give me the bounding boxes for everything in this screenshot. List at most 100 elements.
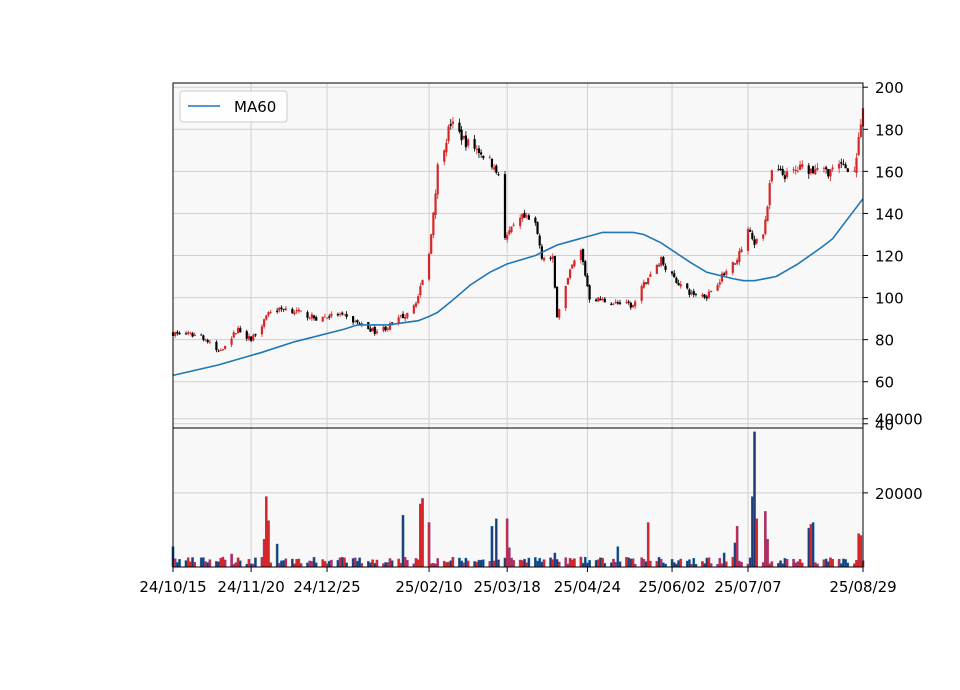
volume-bar (238, 560, 242, 568)
volume-bar (627, 557, 630, 568)
candle-body (397, 317, 400, 324)
volume-bar (282, 560, 285, 568)
volume-bar (234, 562, 238, 568)
candle-body (677, 282, 680, 286)
candle-body (184, 333, 188, 335)
candle-body (263, 319, 266, 327)
volume-bar (388, 558, 392, 568)
candle-body (414, 303, 418, 307)
candle-body (371, 327, 374, 332)
candle-body (573, 260, 576, 267)
candle-body (746, 228, 750, 251)
candle-body (341, 312, 344, 315)
volume-bar (314, 562, 318, 568)
candle-body (282, 309, 285, 310)
candle-body (736, 260, 739, 264)
volume-bar (340, 557, 344, 568)
candle-body (315, 317, 318, 321)
price-tick-label: 180 (875, 121, 904, 139)
candle-body (202, 335, 205, 340)
candle-body (488, 156, 491, 158)
volume-bar (796, 561, 800, 568)
candle-body (310, 314, 313, 319)
candle-body (618, 302, 622, 304)
candle-body (427, 253, 431, 280)
volume-bar (553, 552, 557, 568)
x-tick-label: 25/03/18 (473, 578, 540, 596)
candle-body (373, 326, 376, 334)
candle-body (768, 183, 771, 206)
candle-body (419, 286, 422, 296)
candle-body (449, 124, 452, 126)
volume-plot-frame (172, 427, 864, 568)
volume-bar (703, 563, 706, 568)
candle-body (579, 249, 583, 260)
volume-bar (445, 562, 448, 568)
volume-bar (479, 559, 483, 568)
candle-body (445, 142, 448, 153)
candle-body (581, 249, 585, 262)
volume-bar (427, 522, 431, 568)
candle-body (176, 331, 179, 334)
candle-body (482, 155, 485, 159)
volume-bar (442, 560, 446, 568)
candle-body (295, 310, 298, 312)
volume-bar (401, 514, 405, 568)
candle-body (360, 323, 363, 325)
volume-bar (488, 561, 492, 568)
candle-body (551, 256, 554, 259)
volume-bar (230, 553, 233, 568)
candle-body (555, 286, 559, 318)
volume-bar (508, 547, 511, 568)
volume-bar (414, 558, 418, 568)
volume-bar (798, 559, 802, 568)
candle-body (291, 308, 294, 314)
volume-bar (447, 561, 450, 568)
volume-bar (523, 558, 526, 568)
volume-bar (284, 558, 288, 568)
candle-body (536, 222, 539, 234)
candle-body (336, 313, 340, 316)
candle-body (223, 345, 227, 349)
candle-body (664, 265, 667, 271)
candle-body (710, 290, 713, 293)
volume-bar (857, 533, 860, 568)
candle-body (189, 332, 192, 334)
candle-body (707, 291, 711, 298)
candle-body (794, 169, 797, 172)
candle-body (451, 121, 455, 124)
candle-body (670, 271, 674, 274)
volume-bar (844, 559, 847, 568)
volume-bar (321, 559, 325, 568)
x-tick-label: 25/06/02 (638, 578, 705, 596)
candle-body (549, 257, 552, 259)
volume-bar (458, 557, 461, 568)
candle-body (236, 327, 240, 334)
candle-body (330, 313, 333, 317)
volume-bar (193, 562, 196, 568)
candle-body (356, 320, 359, 323)
volume-bar (325, 563, 329, 568)
volume-bar (581, 562, 585, 568)
volume-bar (725, 561, 728, 568)
candle-body (312, 315, 316, 319)
volume-bar (176, 562, 179, 568)
volume-bar (640, 557, 643, 568)
candle-body (859, 124, 862, 137)
volume-bar (419, 503, 422, 568)
candle-body (234, 333, 238, 334)
candle-body (200, 334, 203, 336)
volume-bar (297, 558, 301, 568)
candle-body (527, 215, 530, 220)
candle-body (508, 230, 511, 235)
volume-bar (178, 559, 181, 568)
volume-bar (202, 557, 205, 568)
candle-body (245, 331, 248, 339)
volume-bar (186, 557, 190, 568)
volume-bar (421, 498, 424, 568)
candle-body (369, 328, 372, 332)
volume-bar (618, 561, 622, 568)
volume-bar (503, 557, 507, 568)
volume-bar (610, 562, 613, 568)
x-tick-label: 24/11/20 (217, 578, 284, 596)
